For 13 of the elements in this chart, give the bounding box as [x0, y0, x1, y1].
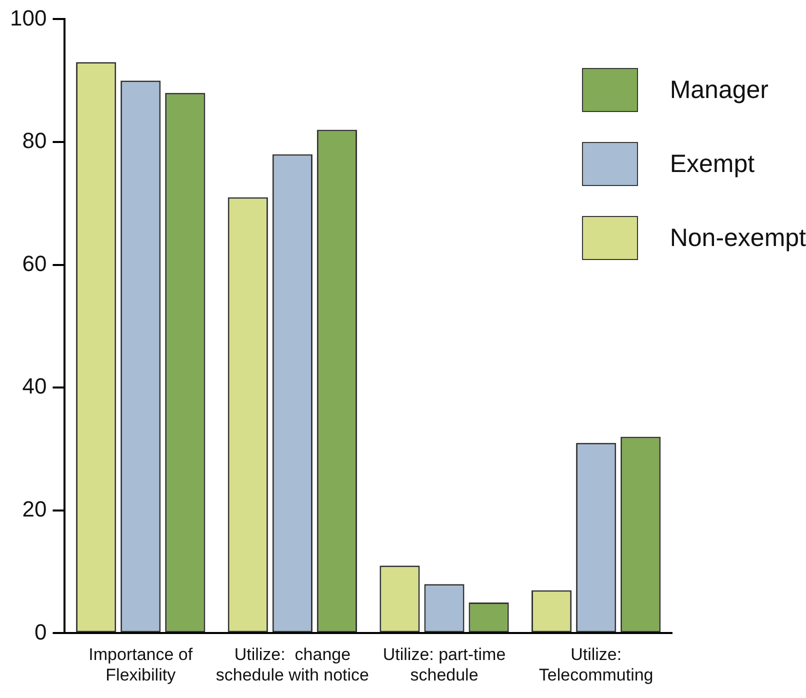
x-tick-label: Utilize: Telecommuting — [538, 645, 654, 684]
legend-label: Non-exempt — [670, 224, 806, 252]
x-tick-label: Utilize: change schedule with notice — [216, 645, 369, 684]
legend-label: Manager — [670, 76, 768, 104]
y-tick-label: 100 — [10, 5, 47, 30]
y-tick-label: 40 — [22, 374, 47, 399]
y-tick-label: 20 — [22, 496, 47, 522]
y-tick-label: 0 — [34, 619, 47, 644]
y-tick-label: 60 — [22, 250, 47, 276]
x-tick-label: Importance of Flexibility — [88, 645, 193, 684]
legend-label: Exempt — [670, 150, 755, 178]
x-tick-label: Utilize: part-time schedule — [382, 645, 506, 684]
y-tick-label: 80 — [22, 128, 47, 154]
